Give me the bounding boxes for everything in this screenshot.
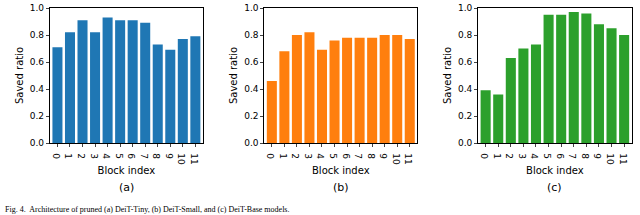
svg-text:7: 7 (139, 153, 149, 159)
svg-text:0.4: 0.4 (458, 84, 473, 94)
svg-text:(a): (a) (119, 181, 134, 194)
svg-text:2: 2 (290, 153, 300, 159)
svg-text:6: 6 (555, 153, 565, 159)
svg-text:0.8: 0.8 (30, 30, 45, 40)
svg-text:0.4: 0.4 (244, 84, 259, 94)
svg-text:0: 0 (479, 153, 489, 159)
svg-text:0.0: 0.0 (458, 138, 473, 148)
svg-text:10: 10 (176, 153, 186, 165)
svg-text:7: 7 (353, 153, 363, 159)
svg-text:0.6: 0.6 (30, 57, 45, 67)
svg-text:2: 2 (76, 153, 86, 159)
svg-text:0: 0 (265, 153, 275, 159)
svg-text:6: 6 (126, 153, 136, 159)
svg-text:11: 11 (618, 153, 628, 164)
svg-text:3: 3 (303, 153, 313, 159)
svg-text:Fig. 4. Architecture of prune: Fig. 4. Architecture of pruned (a) DeiT-… (5, 205, 289, 214)
svg-text:9: 9 (164, 153, 174, 159)
svg-text:0.8: 0.8 (458, 30, 473, 40)
svg-text:Saved ratio: Saved ratio (14, 47, 25, 104)
svg-text:Block index: Block index (526, 165, 584, 176)
svg-text:2: 2 (504, 153, 514, 159)
svg-text:11: 11 (189, 153, 199, 164)
svg-text:(c): (c) (547, 181, 562, 194)
svg-text:0.4: 0.4 (30, 84, 45, 94)
svg-text:0.0: 0.0 (244, 138, 259, 148)
svg-text:Saved ratio: Saved ratio (442, 47, 453, 104)
svg-text:8: 8 (366, 153, 376, 159)
svg-text:4: 4 (315, 153, 325, 159)
svg-text:8: 8 (580, 153, 590, 159)
svg-text:0.2: 0.2 (30, 111, 44, 121)
svg-text:0.0: 0.0 (30, 138, 45, 148)
svg-text:Block index: Block index (98, 165, 156, 176)
svg-text:10: 10 (391, 153, 401, 165)
svg-text:1: 1 (63, 153, 73, 159)
svg-text:1.0: 1.0 (458, 3, 473, 13)
svg-text:0.8: 0.8 (244, 30, 259, 40)
svg-text:5: 5 (542, 153, 552, 159)
svg-text:3: 3 (517, 153, 527, 159)
svg-text:1.0: 1.0 (244, 3, 259, 13)
svg-text:0.6: 0.6 (244, 57, 259, 67)
svg-text:1: 1 (278, 153, 288, 159)
svg-text:4: 4 (529, 153, 539, 159)
svg-text:9: 9 (592, 153, 602, 159)
svg-text:1: 1 (492, 153, 502, 159)
svg-text:0.2: 0.2 (244, 111, 258, 121)
svg-text:0: 0 (51, 153, 61, 159)
svg-text:6: 6 (341, 153, 351, 159)
svg-text:1.0: 1.0 (30, 3, 45, 13)
svg-text:3: 3 (89, 153, 99, 159)
svg-text:0.6: 0.6 (458, 57, 473, 67)
svg-text:5: 5 (328, 153, 338, 159)
svg-text:11: 11 (403, 153, 413, 164)
svg-text:5: 5 (114, 153, 124, 159)
svg-text:4: 4 (101, 153, 111, 159)
svg-text:0.2: 0.2 (458, 111, 472, 121)
svg-text:Block index: Block index (312, 165, 370, 176)
svg-text:7: 7 (567, 153, 577, 159)
svg-text:Saved ratio: Saved ratio (228, 47, 239, 104)
svg-text:8: 8 (151, 153, 161, 159)
svg-text:10: 10 (605, 153, 615, 165)
svg-text:9: 9 (378, 153, 388, 159)
svg-text:(b): (b) (333, 181, 349, 194)
